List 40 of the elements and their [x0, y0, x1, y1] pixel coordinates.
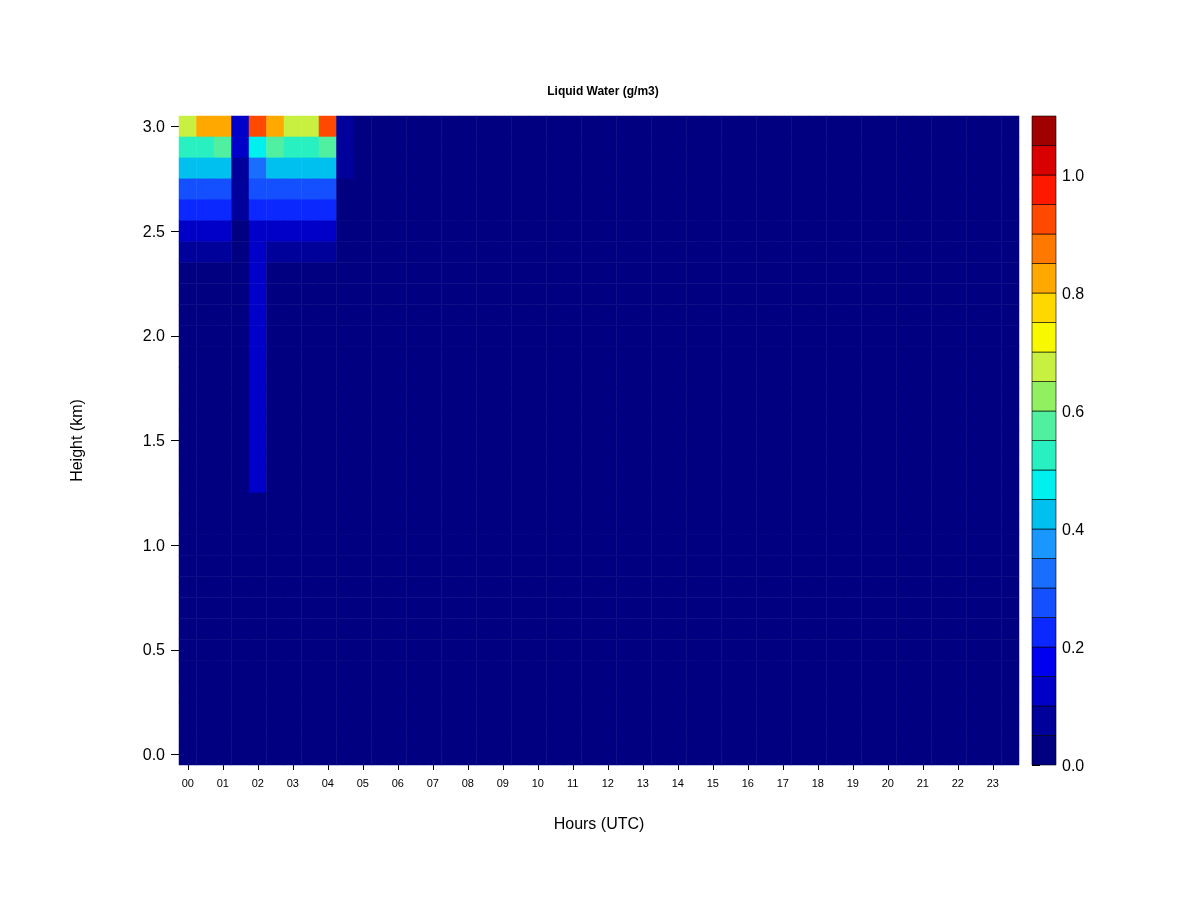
- x-tick-label: 06: [391, 776, 404, 789]
- y-axis-title: Height (km): [67, 399, 85, 482]
- color-bar-label: 1.0: [1062, 166, 1085, 184]
- x-tick-label: 13: [636, 776, 649, 789]
- color-bar-label: 0.0: [1062, 756, 1085, 774]
- x-tick-label: 20: [881, 776, 894, 789]
- x-tick-label: 12: [601, 776, 614, 789]
- x-tick-label: 23: [986, 776, 999, 789]
- x-tick-label: 07: [426, 776, 439, 789]
- x-tick-label: 17: [776, 776, 789, 789]
- color-bar-label: 0.4: [1062, 520, 1085, 538]
- x-tick-label: 01: [216, 776, 229, 789]
- color-bar-label: 0.2: [1062, 638, 1085, 656]
- y-tick-label: 0.0: [142, 746, 166, 764]
- color-bar-label: 0.6: [1062, 402, 1085, 420]
- x-tick-label: 14: [671, 776, 684, 789]
- y-tick-label: 1.0: [142, 536, 166, 554]
- chart-title: Liquid Water (g/m3): [547, 84, 659, 98]
- y-tick-label: 2.0: [142, 327, 166, 345]
- y-tick-label: 3.0: [142, 117, 166, 135]
- x-tick-label: 18: [811, 776, 824, 789]
- x-tick-label: 10: [531, 776, 544, 789]
- x-tick-label: 05: [356, 776, 369, 789]
- x-tick-label: 04: [321, 776, 334, 789]
- x-tick-label: 22: [951, 776, 964, 789]
- x-tick-label: 03: [286, 776, 299, 789]
- x-tick-label: 19: [846, 776, 859, 789]
- y-tick-label: 1.5: [142, 432, 166, 449]
- y-tick-label: 0.5: [142, 641, 166, 659]
- x-axis-title: Hours (UTC): [553, 814, 645, 832]
- x-tick-label: 08: [461, 776, 474, 789]
- x-tick-label: 11: [567, 776, 579, 789]
- x-tick-label: 21: [916, 776, 929, 789]
- x-tick-label: 15: [706, 776, 719, 789]
- x-tick-label: 00: [181, 776, 194, 789]
- y-tick-label: 2.5: [142, 222, 166, 240]
- x-tick-label: 16: [741, 776, 754, 789]
- color-bar-label: 0.8: [1062, 284, 1085, 302]
- x-tick-label: 09: [496, 776, 509, 789]
- x-tick-label: 02: [251, 776, 264, 789]
